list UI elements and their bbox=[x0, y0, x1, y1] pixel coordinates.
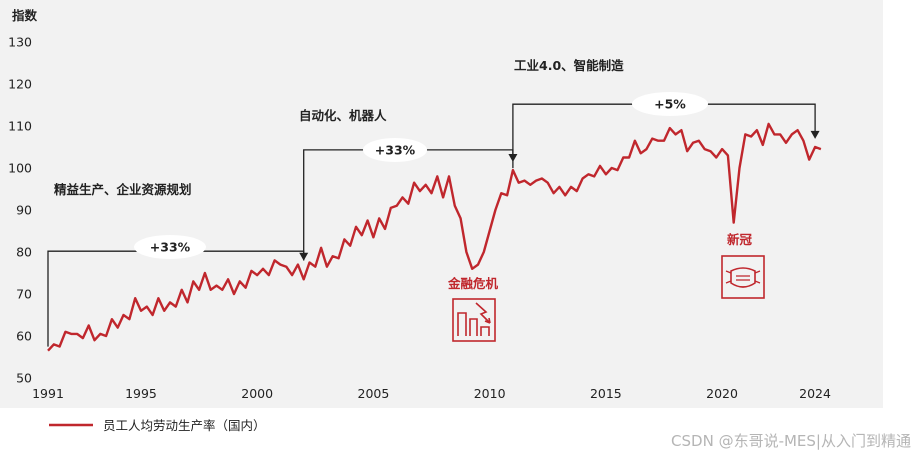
y-tick-label: 90 bbox=[16, 203, 32, 218]
x-tick-label: 2020 bbox=[706, 386, 738, 401]
x-tick-label: 2005 bbox=[358, 386, 390, 401]
y-tick-label: 110 bbox=[8, 119, 32, 134]
y-tick-label: 50 bbox=[16, 371, 32, 386]
x-axis-ticks: 1991 1995 2000 2005 2010 2015 2020 2024 bbox=[32, 386, 831, 401]
event-financial-crisis-label: 金融危机 bbox=[447, 276, 499, 291]
y-axis-label: 指数 bbox=[12, 8, 38, 23]
y-tick-label: 100 bbox=[8, 161, 32, 176]
x-tick-label: 2000 bbox=[241, 386, 273, 401]
y-tick-label: 130 bbox=[8, 35, 32, 50]
y-tick-label: 80 bbox=[16, 245, 32, 260]
series-line bbox=[47, 122, 822, 352]
x-tick-label: 1991 bbox=[32, 386, 64, 401]
falling-building-icon bbox=[452, 298, 496, 342]
y-tick-label: 120 bbox=[8, 77, 32, 92]
phase-arrowhead bbox=[810, 130, 820, 139]
phase-3-label: 工业4.0、智能制造 bbox=[514, 58, 624, 73]
phase-3-change: +5% bbox=[654, 97, 686, 112]
phase-1-change-pill bbox=[134, 235, 206, 259]
x-tick-label: 2024 bbox=[799, 386, 831, 401]
watermark: CSDN @东哥说-MES|从入门到精通 bbox=[671, 432, 911, 450]
phase-3-change-pill bbox=[632, 92, 708, 116]
plot-background bbox=[0, 0, 883, 408]
phase-2-label: 自动化、机器人 bbox=[299, 108, 387, 123]
y-axis-ticks: 50 60 70 80 90 100 110 120 130 bbox=[8, 35, 32, 386]
event-covid-label: 新冠 bbox=[727, 232, 753, 247]
legend-label: 员工人均劳动生产率（国内） bbox=[103, 418, 266, 433]
x-tick-label: 2010 bbox=[474, 386, 506, 401]
x-tick-label: 1995 bbox=[125, 386, 157, 401]
phase-2-change: +33% bbox=[375, 143, 416, 158]
y-tick-label: 70 bbox=[16, 287, 32, 302]
face-mask-icon bbox=[721, 255, 765, 299]
phase-2-change-pill bbox=[363, 138, 427, 162]
phase-1-label: 精益生产、企业资源规划 bbox=[54, 182, 192, 197]
phase-1-change: +33% bbox=[150, 240, 191, 255]
y-tick-label: 60 bbox=[16, 329, 32, 344]
x-tick-label: 2015 bbox=[590, 386, 622, 401]
